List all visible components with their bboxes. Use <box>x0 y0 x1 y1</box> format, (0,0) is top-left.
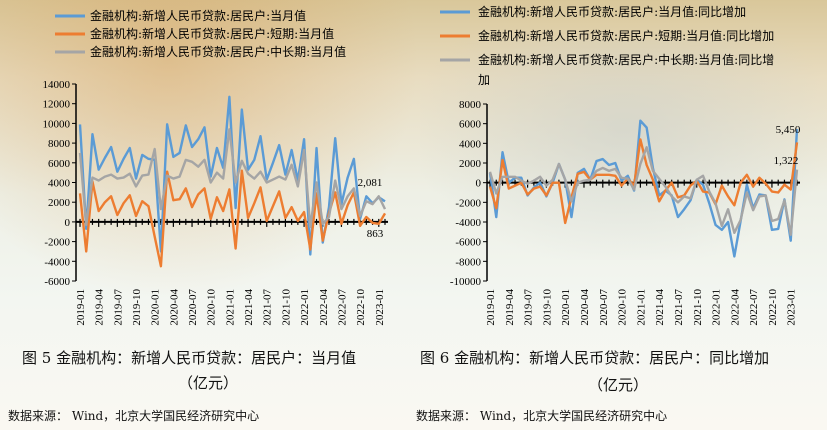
c6-y-tick-label: 2000 <box>459 158 482 170</box>
c5-y-tick-label: 12000 <box>43 99 71 111</box>
c5-legend-label: 金融机构:新增人民币贷款:居民户:短期:当月值 <box>90 26 334 41</box>
c6-y-tick-label: -10000 <box>450 276 482 288</box>
c5-x-tick-label: 2020-07 <box>187 289 199 326</box>
c5-y-tick-label: -4000 <box>44 256 70 268</box>
c6-x-tick-label: 2022-10 <box>767 289 779 326</box>
c6-x-tick-label: 2023-01 <box>786 289 798 326</box>
c6-data-label: 5,450 <box>776 124 801 136</box>
fig5-caption: 图 5 金融机构：新增人民币贷款：居民户：当月值 <box>22 349 357 367</box>
c6-series-line-0 <box>488 119 799 258</box>
c5-y-tick-label: -2000 <box>44 237 70 249</box>
c5-legend-label: 金融机构:新增人民币贷款:居民户:中长期:当月值 <box>90 44 346 59</box>
c6-x-tick-label: 2022-07 <box>748 289 760 326</box>
c5-x-tick-label: 2021-07 <box>262 289 274 326</box>
fig6-source: 数据来源： Wind，北京大学国民经济研究中心 <box>416 409 668 423</box>
c5-x-tick-label: 2023-01 <box>374 289 386 326</box>
c5-x-tick-label: 2021-01 <box>224 289 236 326</box>
c5-y-tick-label: 10000 <box>43 118 71 130</box>
c6-y-tick-label: 4000 <box>459 138 482 150</box>
c5-x-tick-label: 2020-10 <box>206 289 218 326</box>
c5-x-tick-label: 2021-10 <box>280 289 292 326</box>
c6-legend-label: 金融机构:新增人民币贷款:居民户:当月值:同比增加 <box>478 4 746 19</box>
c5-x-tick-label: 2019-07 <box>112 289 124 326</box>
c6-x-tick-label: 2021-01 <box>635 289 647 326</box>
c5-y-tick-label: -6000 <box>44 276 70 288</box>
c5-x-tick-label: 2022-01 <box>299 289 311 326</box>
fig6-caption-unit: （亿元） <box>588 376 649 394</box>
c6-x-tick-label: 2020-01 <box>560 289 572 326</box>
c6-x-tick-label: 2019-10 <box>541 289 553 326</box>
c6-legend-label: 金融机构:新增人民币贷款:居民户:中长期:当月值:同比增 <box>478 52 774 67</box>
fig5-source: 数据来源： Wind，北京大学国民经济研究中心 <box>8 409 260 423</box>
c6-x-tick-label: 2022-01 <box>711 289 723 326</box>
c6-x-tick-label: 2019-07 <box>523 289 535 326</box>
c5-y-tick-label: 2000 <box>48 197 71 209</box>
c6-series-line-1 <box>488 138 799 225</box>
c6-x-tick-label: 2019-04 <box>504 289 516 326</box>
c6-x-tick-label: 2022-04 <box>729 289 741 326</box>
c6-series-line-2 <box>488 146 799 236</box>
c6-x-tick-label: 2020-10 <box>617 289 629 326</box>
c5-x-tick-label: 2020-01 <box>150 289 162 326</box>
c5-y-tick-label: 8000 <box>48 138 71 150</box>
c5-data-label: 2,081 <box>358 177 383 189</box>
c5-y-tick-label: 6000 <box>48 158 71 170</box>
c6-y-tick-label: -2000 <box>455 197 481 209</box>
c5-x-tick-label: 2019-01 <box>75 289 87 326</box>
c6-y-tick-label: 0 <box>476 178 482 190</box>
c5-x-tick-label: 2022-04 <box>318 289 330 326</box>
c6-legend-label-wrap: 加 <box>478 73 490 87</box>
c6-y-tick-label: -4000 <box>455 217 481 229</box>
c5-x-tick-label: 2021-04 <box>243 289 255 326</box>
c6-x-tick-label: 2021-10 <box>692 289 704 326</box>
c6-y-tick-label: -8000 <box>455 256 481 268</box>
c6-y-tick-label: 6000 <box>459 119 482 131</box>
c5-y-tick-label: 4000 <box>48 178 71 190</box>
fig5-caption-unit: （亿元） <box>178 374 239 392</box>
c6-x-tick-label: 2020-04 <box>579 289 591 326</box>
c5-x-tick-label: 2022-07 <box>336 289 348 326</box>
c5-series-line-1 <box>78 169 387 268</box>
c5-x-tick-label: 2020-04 <box>168 289 180 326</box>
c6-data-label: 1,322 <box>774 155 799 167</box>
c6-x-tick-label: 2020-07 <box>598 289 610 326</box>
c5-y-tick-label: 14000 <box>43 79 71 91</box>
c6-y-tick-label: 8000 <box>459 99 482 111</box>
c5-x-tick-label: 2019-04 <box>94 289 106 326</box>
c5-series-line-2 <box>78 128 387 229</box>
c5-x-tick-label: 2022-10 <box>355 289 367 326</box>
c6-x-tick-label: 2021-04 <box>654 289 666 326</box>
fig6-caption: 图 6 金融机构：新增人民币贷款：居民户：同比增加 <box>420 349 770 367</box>
c5-x-tick-label: 2019-10 <box>131 289 143 326</box>
c6-legend-label: 金融机构:新增人民币贷款:居民户:短期:当月值:同比增加 <box>478 28 774 43</box>
c6-x-tick-label: 2021-07 <box>673 289 685 326</box>
c6-x-tick-label: 2019-01 <box>485 289 497 326</box>
c5-legend-label: 金融机构:新增人民币贷款:居民户:当月值 <box>90 8 306 23</box>
c6-y-tick-label: -6000 <box>455 237 481 249</box>
c5-y-tick-label: 0 <box>65 217 71 229</box>
c5-data-label: 863 <box>367 228 384 240</box>
